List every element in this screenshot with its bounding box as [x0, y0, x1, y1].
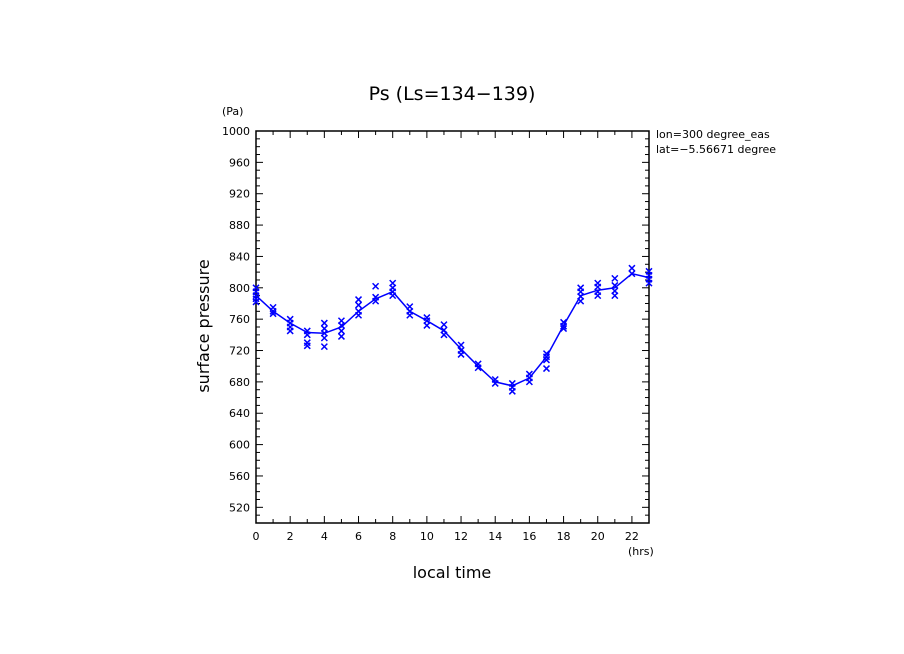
data-point — [491, 379, 499, 387]
data-point — [320, 334, 328, 342]
chart-title: Ps (Ls=134−139) — [369, 83, 536, 105]
x-tick-label: 4 — [321, 530, 328, 543]
x-tick-label: 8 — [389, 530, 396, 543]
data-point — [286, 327, 294, 335]
data-point — [474, 364, 482, 372]
plot-frame — [255, 130, 650, 524]
data-point — [372, 297, 380, 305]
data-point — [354, 301, 363, 309]
x-tick-label: 22 — [625, 530, 639, 543]
y-tick-label: 520 — [229, 501, 250, 514]
data-point — [611, 292, 619, 300]
y-tick-label: 600 — [229, 439, 250, 452]
x-tick-label: 18 — [557, 530, 571, 543]
data-point — [406, 311, 414, 319]
data-point — [457, 341, 465, 349]
data-point — [423, 321, 431, 329]
data-point — [354, 311, 363, 319]
series-line — [255, 272, 650, 387]
data-point — [303, 342, 311, 350]
y-tick-label: 840 — [229, 250, 250, 263]
x-tick-label: 2 — [287, 530, 294, 543]
y-axis-label: surface pressure — [194, 259, 213, 392]
data-point — [389, 292, 397, 300]
data-point — [440, 321, 448, 329]
y-tick-label: 960 — [229, 156, 250, 169]
y-tick-label: 920 — [229, 188, 250, 201]
data-point — [594, 292, 602, 300]
x-tick-label: 12 — [454, 530, 468, 543]
y-tick-label: 760 — [229, 313, 250, 326]
y-tick-label: 680 — [229, 376, 250, 389]
data-point — [542, 356, 551, 364]
data-point — [337, 321, 345, 329]
x-tick-label: 16 — [522, 530, 536, 543]
data-point — [560, 325, 568, 333]
data-point — [628, 264, 636, 272]
annotation-lon: lon=300 degree_eas — [656, 128, 770, 141]
data-point — [269, 310, 277, 318]
y-tick-label: 1000 — [222, 125, 250, 138]
x-tick-label: 0 — [253, 530, 260, 543]
data-point — [611, 281, 619, 289]
data-point — [457, 350, 465, 358]
data-point — [440, 331, 448, 339]
y-tick-label: 720 — [229, 345, 250, 358]
data-point — [577, 297, 585, 305]
data-point — [320, 319, 328, 327]
data-point — [337, 327, 345, 335]
data-point — [252, 298, 260, 306]
data-point — [628, 270, 636, 278]
x-unit-label: (hrs) — [628, 545, 654, 558]
annotation-lat: lat=−5.56671 degree — [656, 143, 776, 156]
x-tick-label: 10 — [420, 530, 434, 543]
y-tick-label: 560 — [229, 470, 250, 483]
data-point — [372, 282, 380, 290]
data-point — [303, 331, 311, 339]
data-point — [525, 378, 533, 386]
x-tick-label: 6 — [355, 530, 362, 543]
data-point — [337, 332, 345, 340]
y-tick-label: 800 — [229, 282, 250, 295]
x-tick-label: 20 — [591, 530, 605, 543]
y-tick-label: 640 — [229, 407, 250, 420]
x-tick-label: 14 — [488, 530, 502, 543]
data-point — [611, 274, 619, 282]
data-point — [645, 279, 653, 287]
data-point — [542, 365, 551, 373]
data-point — [560, 322, 568, 330]
data-point — [320, 343, 328, 351]
y-tick-label: 880 — [229, 219, 250, 232]
data-point — [354, 296, 363, 304]
y-unit-label: (Pa) — [222, 105, 243, 118]
data-point — [269, 307, 277, 315]
x-axis-label: local time — [413, 563, 492, 582]
data-point — [508, 387, 516, 395]
